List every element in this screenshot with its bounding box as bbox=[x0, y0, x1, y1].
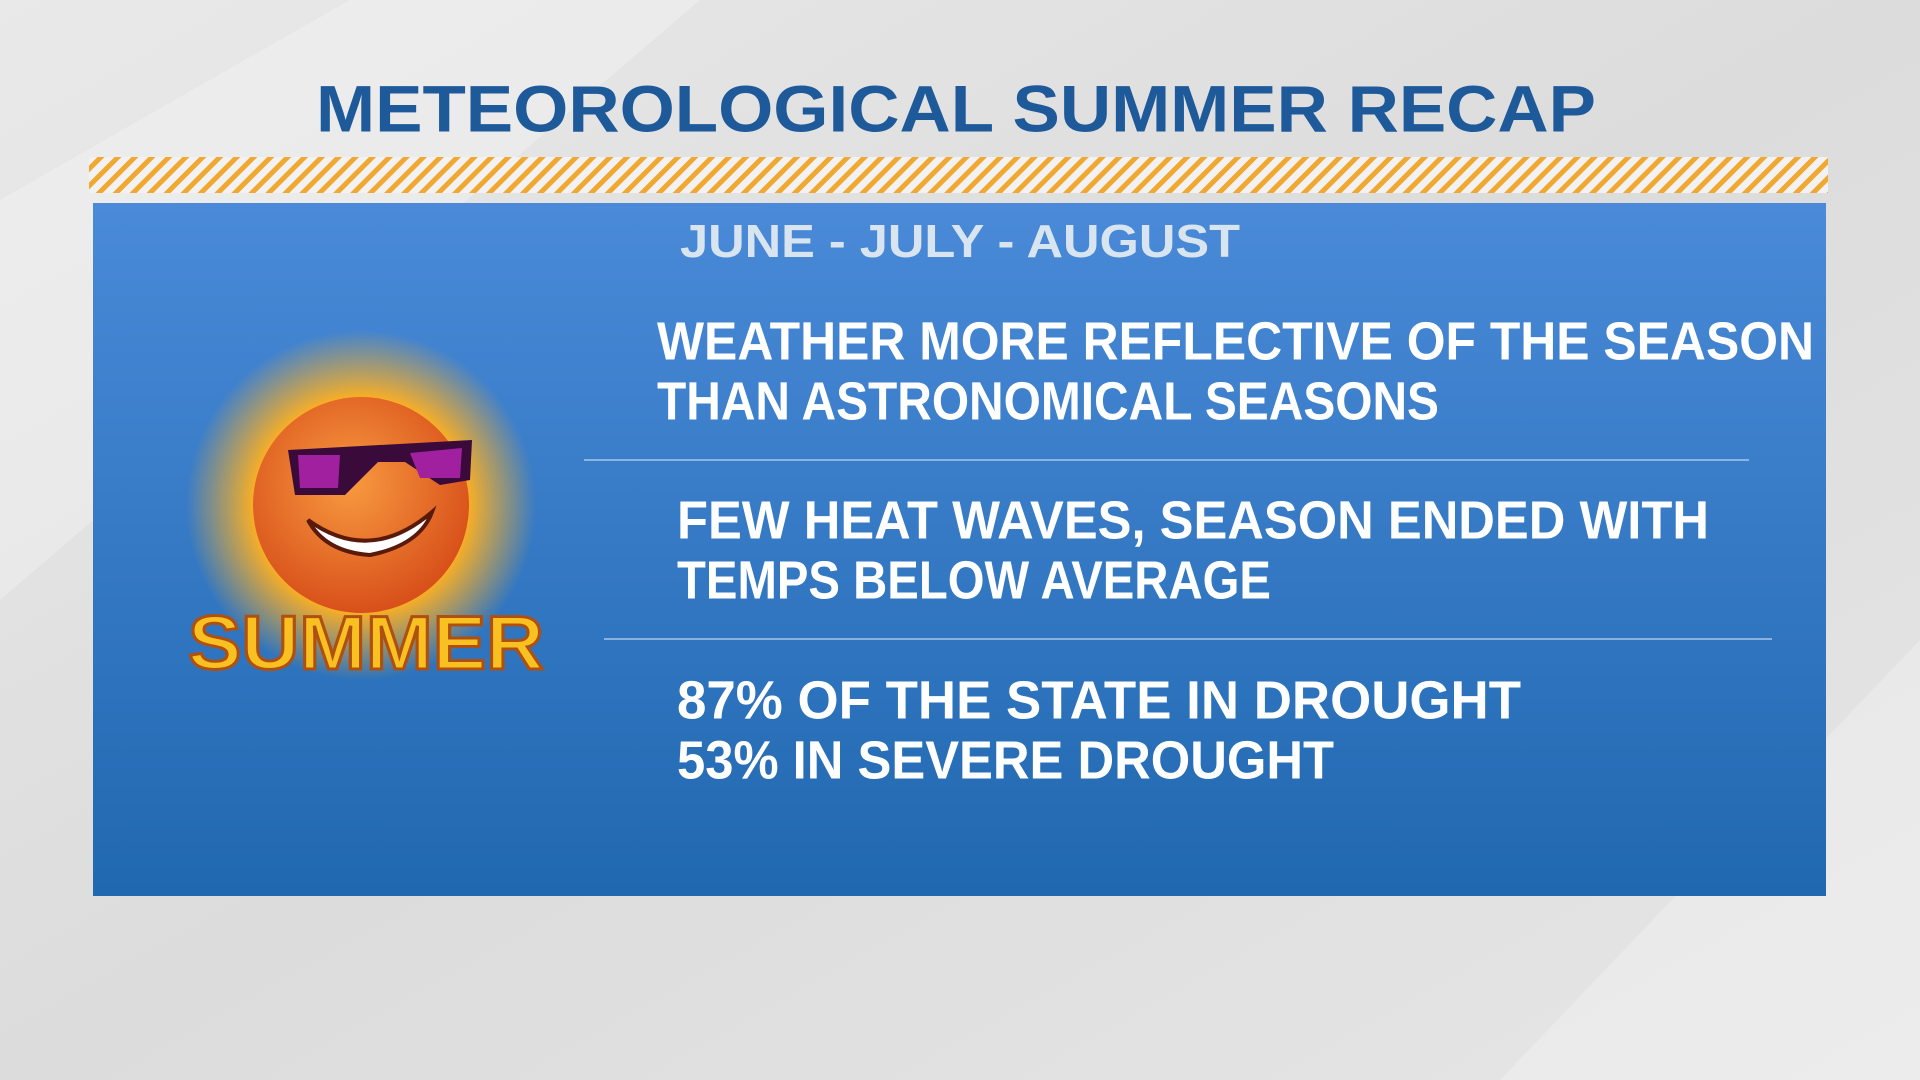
bullet-line: 87% OF THE STATE IN DROUGHT bbox=[677, 670, 1521, 730]
subtitle: JUNE - JULY - AUGUST bbox=[680, 215, 1240, 267]
bullet-line: 53% IN SEVERE DROUGHT bbox=[677, 730, 1334, 790]
title: METEOROLOGICAL SUMMER RECAP bbox=[316, 71, 1596, 145]
stripe-band bbox=[89, 157, 1828, 193]
sun-icon bbox=[186, 330, 536, 680]
bullet-line: WEATHER MORE REFLECTIVE OF THE SEASON bbox=[657, 311, 1814, 371]
bullet-line: FEW HEAT WAVES, SEASON ENDED WITH bbox=[677, 490, 1709, 550]
image-label: SUMMER bbox=[188, 601, 544, 686]
bullet-line: THAN ASTRONOMICAL SEASONS bbox=[657, 371, 1439, 431]
bullet-line: TEMPS BELOW AVERAGE bbox=[677, 550, 1271, 610]
